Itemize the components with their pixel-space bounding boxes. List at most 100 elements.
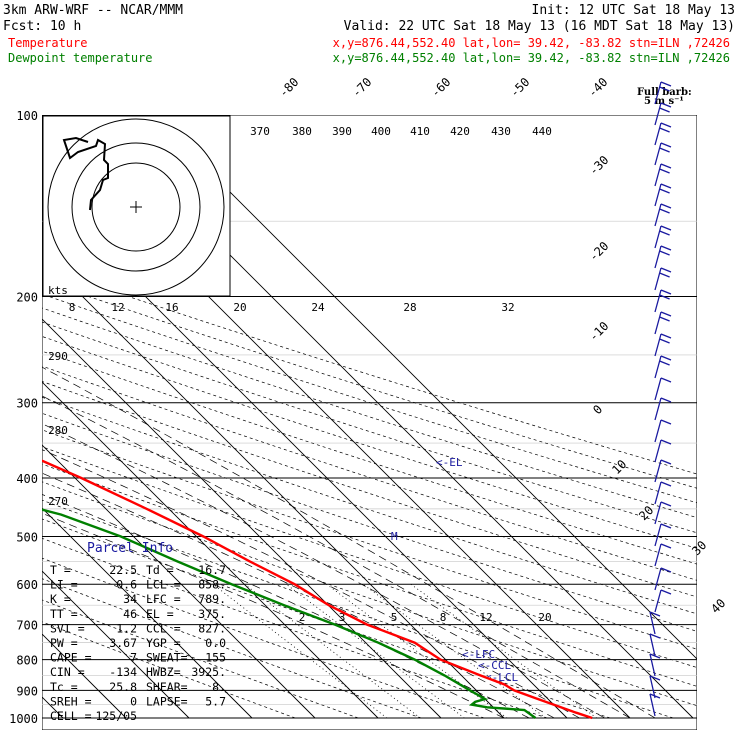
wind-barb-staff	[654, 289, 662, 313]
wind-barb-staff	[654, 481, 662, 505]
parcel-param-value: 7	[130, 651, 137, 665]
wind-barb-staff	[649, 693, 656, 717]
isotherm-line	[152, 115, 697, 660]
pressure-label: 600	[16, 578, 38, 592]
parcel-param-name: Td =	[146, 563, 174, 577]
parcel-param-value: 46	[123, 607, 137, 621]
parcel-param-value: 375.	[198, 607, 226, 621]
pressure-label: 1000	[9, 712, 38, 726]
dry-adiabat-line	[42, 293, 697, 504]
forecast-hour: Fcst: 10 h	[3, 19, 81, 34]
parcel-info-area	[42, 538, 697, 730]
level-marker: <-LFC	[462, 648, 495, 661]
wind-barb-staff	[654, 355, 662, 379]
moist-adiabat-line	[42, 423, 605, 719]
hodograph-ring-label: 32	[501, 301, 514, 314]
parcel-param-value: 0	[130, 694, 137, 708]
barb-legend-value: 5 m s⁻¹	[644, 96, 684, 107]
parcel-param-value: 16.7	[198, 563, 226, 577]
theta-label: 420	[450, 125, 470, 138]
parcel-param-value: 22.5	[109, 563, 137, 577]
hodograph-ring-label: 16	[165, 301, 178, 314]
wind-barb-flag	[649, 693, 661, 699]
parcel-param-value: 0.6	[116, 578, 137, 592]
dry-adiabat-line	[42, 446, 697, 668]
mixing-ratio-line	[362, 583, 547, 719]
wind-barb-staff	[649, 653, 656, 677]
level-marker: <-CCL	[478, 659, 511, 672]
wind-barb-staff	[654, 419, 662, 443]
mixing-ratio-label: 2	[299, 611, 306, 624]
parcel-param-value: 5.7	[205, 694, 226, 708]
parcel-param-name: TT =	[50, 607, 78, 621]
isotherm-label: 0	[590, 402, 605, 417]
wind-barb-flag	[659, 338, 670, 344]
mixing-ratio-label: 5	[391, 611, 398, 624]
mixing-ratio-line	[410, 583, 597, 719]
wind-barb-staff	[654, 377, 662, 401]
isotherm-line	[42, 444, 316, 719]
isotherm-label: -20	[586, 239, 611, 264]
hodograph-ring	[91, 162, 181, 252]
hodograph-units: kts	[48, 284, 68, 297]
wind-barb-staff	[654, 142, 662, 166]
hodograph-ring-label: 12	[111, 301, 124, 314]
dry-adiabat-line	[42, 537, 548, 719]
isotherm-line	[42, 507, 253, 719]
dry-adiabat-line	[42, 578, 422, 719]
isotherm-label: -60	[428, 75, 453, 100]
isotherm-label: -80	[276, 75, 301, 100]
parcel-param-value: 1.2	[116, 621, 137, 635]
mixing-ratio-label: 8	[440, 611, 447, 624]
wind-barb-flag	[659, 230, 670, 236]
theta-label: 430	[491, 125, 511, 138]
mixing-ratio-line	[212, 583, 388, 719]
dry-adiabat-line	[42, 481, 697, 707]
barb-legend-title: Full barb:	[637, 87, 692, 98]
wind-barb-staff	[654, 543, 662, 567]
wind-barb-flag	[660, 102, 672, 108]
parcel-param-value: 0.0	[205, 636, 226, 650]
parcel-param-name: CELL =	[50, 709, 92, 723]
wind-barb-flag	[659, 127, 670, 133]
parcel-param-name: LAPSE=	[146, 694, 188, 708]
theta-left-label: 280	[48, 424, 68, 437]
hodograph-ring	[71, 142, 201, 272]
wind-barbs	[649, 81, 672, 717]
wind-barb-staff	[654, 459, 662, 483]
wind-barb-flag	[660, 142, 672, 148]
moist-adiabat-line	[42, 366, 656, 719]
wind-barb-flag	[660, 567, 672, 573]
parcel-marker: M	[391, 530, 398, 543]
wind-barb-staff	[654, 81, 662, 105]
pressure-label: 800	[16, 654, 38, 668]
wind-barb-flag	[660, 355, 672, 361]
legend-dewpoint-info: x,y=876.44,552.40 lat,lon= 39.42, -83.82…	[333, 51, 730, 65]
wind-barb-flag	[660, 122, 672, 128]
wind-barb-flag	[660, 183, 672, 189]
wind-barb-flag	[660, 543, 672, 549]
wind-barb-staff	[654, 567, 662, 591]
parcel-param-name: LFC =	[146, 592, 181, 606]
hodograph-trace	[62, 136, 109, 211]
mixing-ratio-label: 12	[479, 611, 492, 624]
sounding-curves	[42, 459, 593, 720]
isotherm-line	[42, 570, 190, 719]
parcel-param-name: K =	[50, 592, 71, 606]
parcel-param-value: 25.8	[109, 680, 137, 694]
parcel-param-name: HWBZ=	[146, 665, 181, 679]
legend-temperature: Temperature	[8, 36, 87, 50]
dry-adiabat-line	[42, 621, 296, 719]
wind-barb-flag	[660, 397, 672, 403]
wind-barb-flag	[660, 501, 672, 507]
isotherm-label: 30	[689, 538, 709, 558]
wind-barb-flag	[660, 439, 672, 445]
wind-barb-flag	[659, 250, 670, 256]
wind-barb-staff	[654, 439, 662, 463]
moist-adiabat-line	[42, 472, 555, 719]
theta-label: 400	[371, 125, 391, 138]
pressure-label: 400	[16, 472, 38, 486]
wind-barb-flag	[659, 86, 670, 92]
wind-barb-flag	[659, 294, 670, 300]
isotherm-line	[42, 318, 442, 719]
